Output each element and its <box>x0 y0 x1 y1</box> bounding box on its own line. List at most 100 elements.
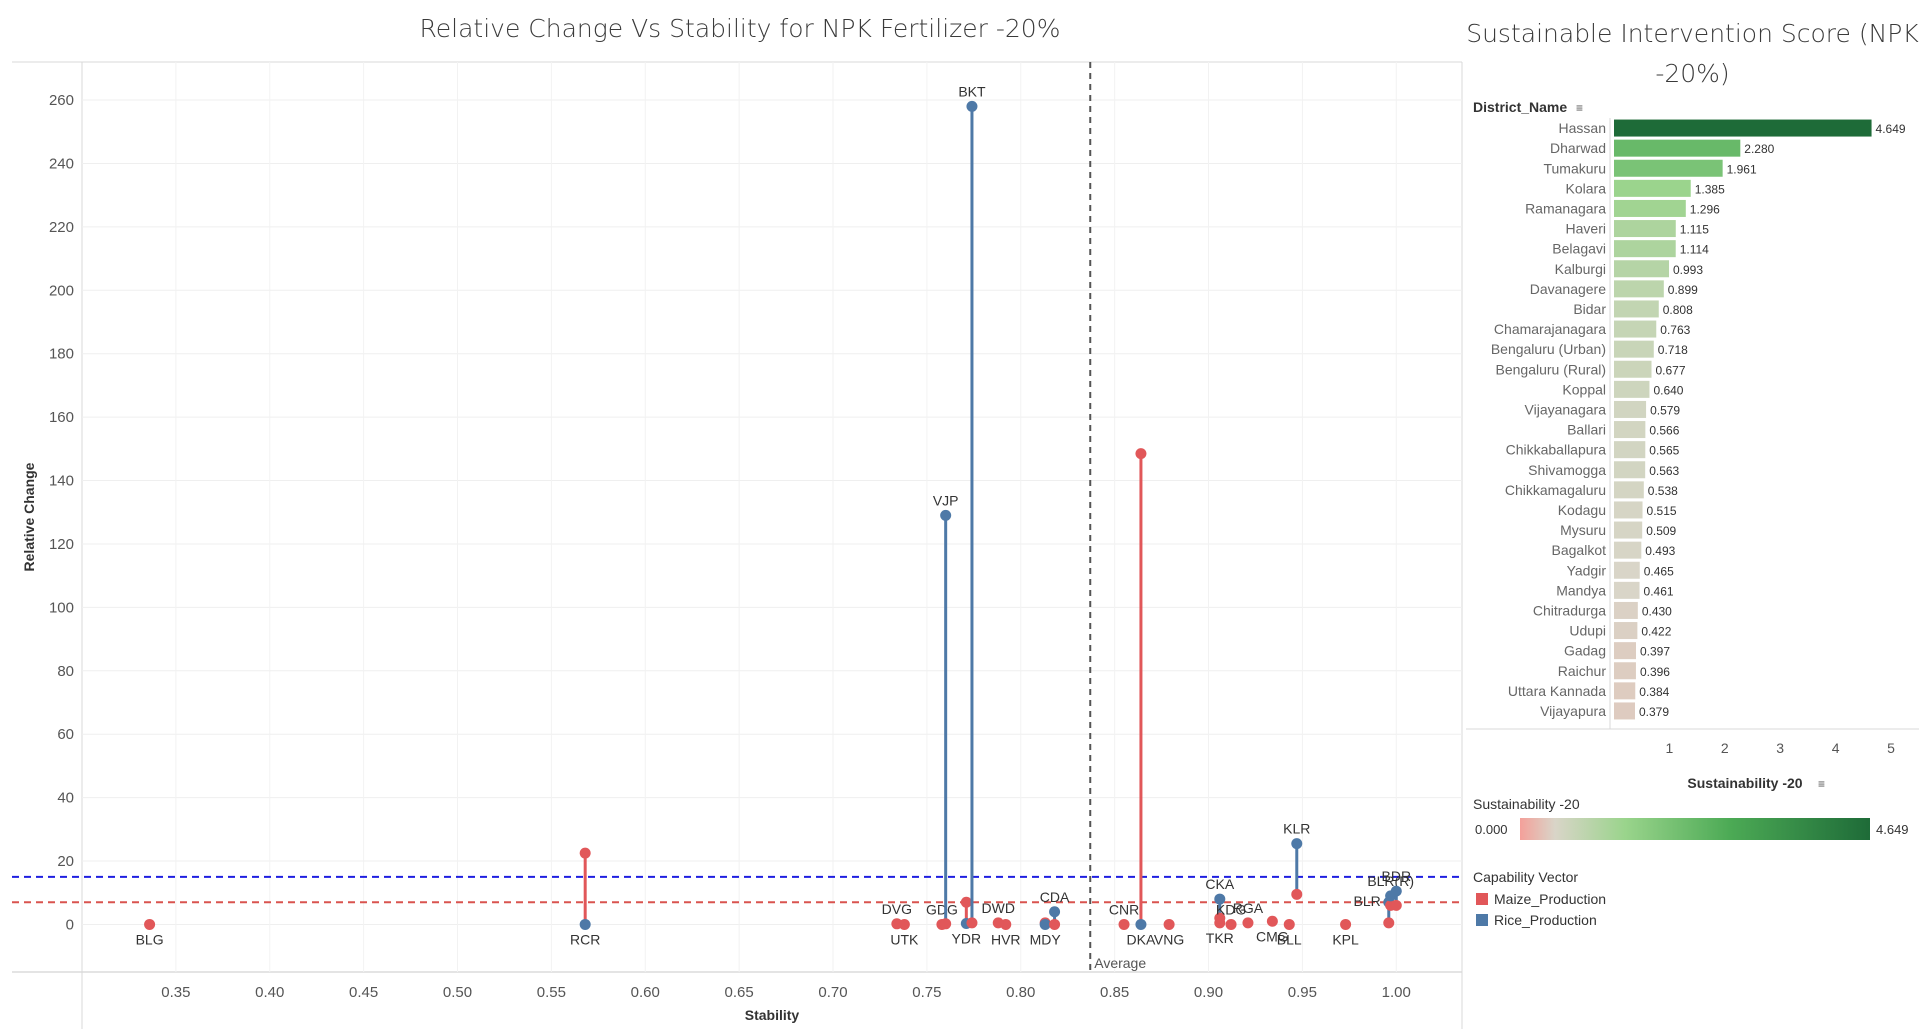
bar-value-label: 0.430 <box>1642 604 1672 618</box>
legend-item-maize[interactable]: Maize_Production <box>1476 891 1606 907</box>
bar-Bidar <box>1614 300 1659 318</box>
bar-value-label: 0.563 <box>1649 464 1679 478</box>
bar-value-label: 0.422 <box>1641 625 1671 639</box>
bar-category-label: Chikkamagaluru <box>1505 482 1606 498</box>
bar-category-label: Mandya <box>1556 582 1606 598</box>
bar-Tumakuru <box>1614 159 1723 177</box>
maize-point-KDG <box>1225 918 1237 930</box>
bar-category-label: Chikkaballapura <box>1506 442 1607 458</box>
point-label-RGA: RGA <box>1233 900 1264 916</box>
rice-point-CKA <box>1214 893 1226 905</box>
bar-Shivamogga <box>1614 461 1646 479</box>
bar-category-label: Chitradurga <box>1533 602 1606 618</box>
maize-point-BLR <box>1383 917 1395 929</box>
maize-point-RCR <box>579 847 591 859</box>
bar-category-label: Tumakuru <box>1543 160 1606 176</box>
point-label-KLR: KLR <box>1283 821 1310 837</box>
bar-value-label: 0.493 <box>1645 544 1675 558</box>
maize-point-RGA <box>1242 917 1254 929</box>
x-axis-title: Stability <box>745 1007 800 1023</box>
bar-value-label: 1.385 <box>1695 182 1725 196</box>
bar-value-label: 1.114 <box>1680 243 1709 257</box>
rice-point-BKT <box>966 100 978 112</box>
bar-category-label: Vijayapura <box>1540 703 1606 719</box>
point-label-VNG: VNG <box>1154 931 1184 947</box>
scatter-chart[interactable]: 0 20 40 60 80 100 120 140 160 180 200 220 240 260 0.35… <box>0 0 1466 1029</box>
bar-Uttara Kannada <box>1614 682 1636 700</box>
bar-x-axis-title: Sustainability -20 <box>1687 775 1802 791</box>
bar-Chikkamagaluru <box>1614 481 1644 499</box>
bar-category-label: Raichur <box>1558 663 1607 679</box>
maize-point-CKA <box>1214 912 1226 924</box>
bar-value-label: 0.384 <box>1639 685 1669 699</box>
maize-point-BKT <box>966 917 978 929</box>
bar-Haveri <box>1614 220 1676 238</box>
bar-x-tick-label: 4 <box>1832 740 1840 756</box>
bar-x-tick-label: 5 <box>1887 740 1895 756</box>
bar-category-label: Ramanagara <box>1525 200 1606 216</box>
bar-value-label: 0.808 <box>1663 303 1693 317</box>
y-tick-label: 60 <box>57 726 74 743</box>
bar-Belagavi <box>1614 240 1676 258</box>
bar-Yadgir <box>1614 561 1640 579</box>
point-label-CNR: CNR <box>1109 901 1139 917</box>
maize-point-BLG <box>144 918 156 930</box>
x-tick-label: 0.70 <box>818 984 847 1001</box>
sort-icon: ≡ <box>1818 777 1825 791</box>
maize-point-CDA <box>1049 918 1061 930</box>
y-tick-label: 140 <box>49 473 74 490</box>
maize-point-KPL <box>1340 918 1352 930</box>
point-label-BLR(R): BLR(R) <box>1367 873 1414 889</box>
point-label-BLL: BLL <box>1277 931 1302 947</box>
rice-point-VJP <box>940 509 952 521</box>
bar-Davanagere <box>1614 280 1664 298</box>
bar-Mandya <box>1614 581 1640 599</box>
x-tick-label: 0.35 <box>161 984 190 1001</box>
bar-category-label: Bidar <box>1573 301 1606 317</box>
bar-category-label: Kolara <box>1566 180 1607 196</box>
bar-Ballari <box>1614 421 1646 439</box>
bar-Vijayapura <box>1614 702 1635 720</box>
y-tick-label: 200 <box>49 282 74 299</box>
maize-swatch <box>1476 893 1488 905</box>
bar-chart-title: Sustainable Intervention Score (NPK -20%… <box>1466 19 1919 88</box>
legend-label-rice: Rice_Production <box>1494 912 1597 928</box>
bar-value-label: 0.397 <box>1640 645 1670 659</box>
maize-point-BDR <box>1390 899 1402 911</box>
bar-Kalburgi <box>1614 260 1670 278</box>
bar-Bengaluru (Rural) <box>1614 360 1652 378</box>
legend-item-rice[interactable]: Rice_Production <box>1476 912 1597 928</box>
point-label-DVG: DVG <box>882 901 912 917</box>
bar-category-label: Belagavi <box>1552 241 1606 257</box>
x-tick-label: 0.60 <box>631 984 660 1001</box>
bar-category-label: Yadgir <box>1567 562 1607 578</box>
y-tick-label: 40 <box>57 790 74 807</box>
bar-category-label: Shivamogga <box>1528 462 1606 478</box>
average-reference-label: Average <box>1094 955 1146 971</box>
bar-Bagalkot <box>1614 541 1642 559</box>
bar-x-tick-label: 2 <box>1721 740 1729 756</box>
bar-value-label: 0.640 <box>1653 383 1683 397</box>
bar-Dharwad <box>1614 139 1741 157</box>
bar-Ramanagara <box>1614 199 1686 217</box>
bar-category-label: Udupi <box>1569 623 1606 639</box>
y-tick-label: 120 <box>49 536 74 553</box>
scatter-chart-title: Relative Change Vs Stability for NPK Fer… <box>419 14 1061 43</box>
y-tick-label: 240 <box>49 155 74 172</box>
point-label-CMG: CMG <box>1256 928 1289 944</box>
bar-Chikkaballapura <box>1614 441 1646 459</box>
bar-value-label: 0.538 <box>1648 484 1678 498</box>
bar-Vijayanagara <box>1614 400 1647 418</box>
y-tick-label: 160 <box>49 409 74 426</box>
point-label-YDR: YDR <box>952 930 982 946</box>
maize-point-UTK <box>898 918 910 930</box>
bar-value-label: 0.515 <box>1647 504 1677 518</box>
point-label-CKA: CKA <box>1205 876 1234 892</box>
bar-Gadag <box>1614 642 1636 660</box>
y-tick-label: 0 <box>66 916 74 933</box>
point-label-BDR: BDR <box>1382 868 1412 884</box>
x-tick-label: 0.95 <box>1288 984 1317 1001</box>
point-label-DKA: DKA <box>1127 931 1156 947</box>
y-axis-title: Relative Change <box>21 462 37 571</box>
maize-point-VJP <box>940 918 952 930</box>
